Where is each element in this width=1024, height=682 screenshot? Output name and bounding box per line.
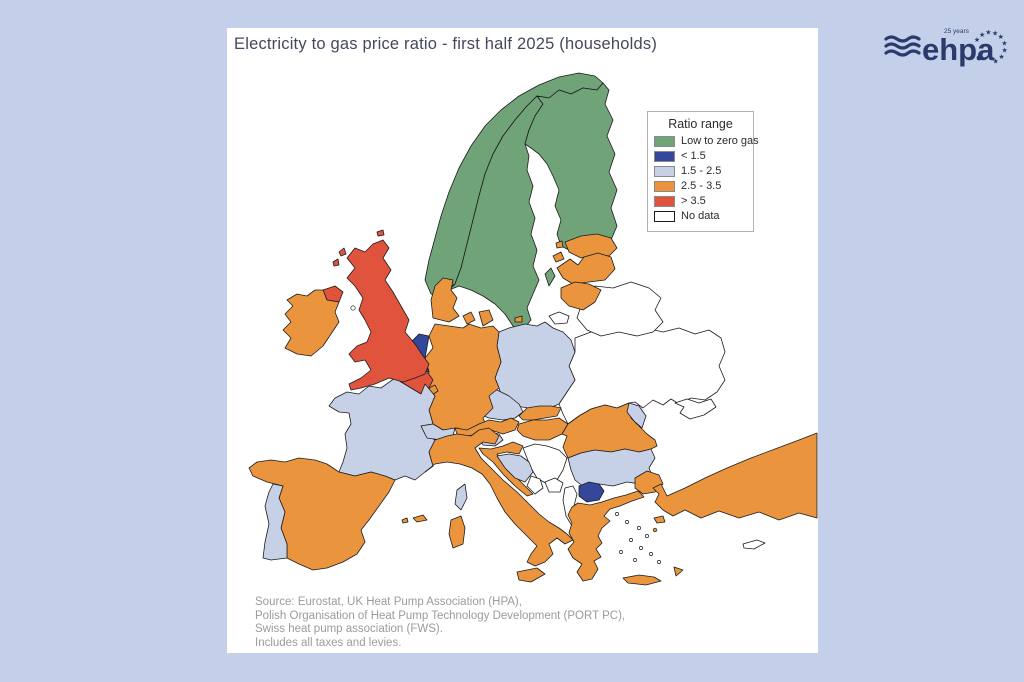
isle-of-man xyxy=(350,305,356,311)
ehpa-logo-graphic: ehpa 25 years ★★ ★ ★★★★★★ xyxy=(884,28,1008,67)
country-france xyxy=(328,377,436,481)
country-italy xyxy=(424,427,574,567)
star-icon: ★ xyxy=(1002,47,1008,55)
source-line: Includes all taxes and levies. xyxy=(255,636,402,649)
source-line: Source: Eurostat, UK Heat Pump Associati… xyxy=(255,596,522,608)
source-note: Source: Eurostat, UK Heat Pump Associati… xyxy=(255,596,735,650)
source-line: Polish Organisation of Heat Pump Technol… xyxy=(255,609,626,622)
legend-item-r2535: 2.5 - 3.5 xyxy=(654,180,747,192)
legend-swatch xyxy=(654,165,675,177)
country-greece xyxy=(567,490,645,582)
country-spain xyxy=(401,517,409,524)
legend-swatch xyxy=(654,180,675,192)
aegean-island xyxy=(633,558,637,562)
country-uk xyxy=(346,239,430,391)
country-uk xyxy=(376,229,385,237)
country-greece xyxy=(622,574,662,586)
logo-text: ehpa xyxy=(922,32,995,67)
star-icon: ★ xyxy=(992,57,998,65)
legend-item-r1525: 1.5 - 2.5 xyxy=(654,165,747,177)
country-hungary xyxy=(516,417,569,441)
star-icon: ★ xyxy=(974,36,980,44)
legend-item-nodata: No data xyxy=(654,210,747,222)
star-icon: ★ xyxy=(998,53,1004,61)
country-romania xyxy=(561,402,658,459)
country-turkey xyxy=(652,432,818,521)
aegean-island xyxy=(625,520,629,524)
legend-swatch xyxy=(654,210,675,222)
ehpa-logo: ehpa 25 years ★ ★ ★ ★ ★ ★ ★ ★ ★ xyxy=(884,22,1010,74)
logo-badge: 25 years xyxy=(944,28,970,35)
country-denmark xyxy=(514,315,523,323)
country-ireland xyxy=(282,289,340,357)
aegean-island xyxy=(615,512,619,516)
aegean-island xyxy=(649,552,653,556)
source-line: Swiss heat pump association (FWS). xyxy=(255,623,443,635)
star-icon: ★ xyxy=(979,31,985,39)
legend-items: Low to zero gas < 1.5 1.5 - 2.5 2.5 - 3.5 > … xyxy=(654,135,759,222)
country-nmacedonia xyxy=(578,481,605,503)
country-slovakia xyxy=(518,405,562,421)
star-icon: ★ xyxy=(992,29,998,37)
map-legend: Ratio range Low to zero gas < 1.5 1.5 - 2.… xyxy=(647,111,759,232)
country-greece xyxy=(673,566,684,577)
country-spain xyxy=(412,514,428,523)
waves-icon xyxy=(884,35,921,57)
map-title: Electricity to gas price ratio - first h… xyxy=(234,35,658,53)
country-estonia xyxy=(552,251,565,263)
legend-title: Ratio range xyxy=(668,117,733,131)
country-denmark xyxy=(478,309,494,327)
legend-swatch xyxy=(654,150,675,162)
country-estonia xyxy=(564,233,618,259)
country-cyprus xyxy=(742,539,766,550)
map-card: Electricity to gas price ratio - first h… xyxy=(227,28,818,653)
country-italy xyxy=(448,515,466,549)
legend-label: No data xyxy=(681,210,720,222)
country-moldova xyxy=(626,402,647,429)
aegean-island xyxy=(637,526,641,530)
country-kosovo xyxy=(544,477,564,493)
country-lithuania xyxy=(560,281,602,311)
aegean-island xyxy=(629,538,633,542)
country-italy xyxy=(516,567,546,583)
star-icon: ★ xyxy=(998,33,1004,41)
legend-swatch xyxy=(654,135,675,147)
legend-label: Low to zero gas xyxy=(681,135,759,147)
country-estonia xyxy=(555,240,564,249)
star-icon: ★ xyxy=(1001,39,1007,47)
legend-swatch xyxy=(654,195,675,207)
aegean-island xyxy=(652,527,658,533)
country-sweden xyxy=(544,267,556,287)
star-icon: ★ xyxy=(985,29,991,37)
legend-label: 2.5 - 3.5 xyxy=(681,180,722,192)
eu-stars-icon: ★★ ★ ★★★★★★ xyxy=(974,29,1008,66)
country-sweden xyxy=(448,95,544,333)
legend-label: 1.5 - 2.5 xyxy=(681,165,722,177)
legend-label: < 1.5 xyxy=(681,150,706,162)
country-bosnia xyxy=(496,453,534,483)
country-uk xyxy=(332,258,340,267)
aegean-island xyxy=(619,550,623,554)
aegean-island xyxy=(657,560,661,564)
country-portugal xyxy=(262,483,288,561)
country-greece xyxy=(653,515,666,524)
legend-item-gt35: > 3.5 xyxy=(654,195,747,207)
country-crimea xyxy=(674,398,717,420)
legend-item-lt15: < 1.5 xyxy=(654,150,747,162)
legend-item-low_zero: Low to zero gas xyxy=(654,135,759,147)
country-denmark xyxy=(462,311,476,325)
europe-map xyxy=(248,72,818,586)
country-latvia xyxy=(556,252,616,285)
country-kaliningrad xyxy=(548,311,570,325)
country-finland xyxy=(524,82,618,255)
legend-label: > 3.5 xyxy=(681,195,706,207)
logo-period-dot xyxy=(976,55,982,61)
country-montenegro xyxy=(526,475,544,495)
aegean-island xyxy=(645,534,649,538)
aegean-island xyxy=(639,546,643,550)
country-france xyxy=(454,483,468,511)
country-uk xyxy=(338,247,347,257)
country-denmark xyxy=(430,277,460,323)
